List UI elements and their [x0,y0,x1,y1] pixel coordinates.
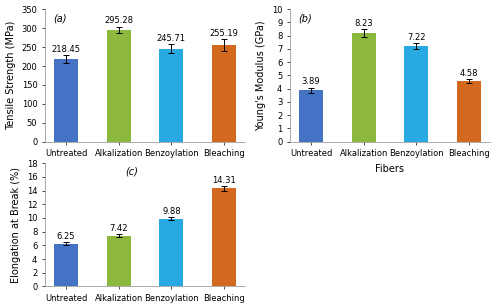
Text: 14.31: 14.31 [212,176,236,185]
X-axis label: Fibers: Fibers [376,164,404,174]
Text: 3.89: 3.89 [302,77,320,87]
Bar [212,45,236,142]
Bar [457,81,481,142]
Bar [54,244,78,286]
Y-axis label: Elongation at Break (%): Elongation at Break (%) [11,167,21,283]
X-axis label: RA fibers: RA fibers [123,164,167,174]
Y-axis label: Tensile Strength (MPa): Tensile Strength (MPa) [6,21,16,130]
Text: 8.23: 8.23 [354,19,373,28]
Text: 7.42: 7.42 [110,224,128,233]
Bar [107,30,130,142]
Bar [107,236,130,286]
Text: 245.71: 245.71 [157,34,186,43]
Bar [160,49,183,142]
Text: (c): (c) [125,167,138,177]
Bar [352,33,376,142]
Bar [160,219,183,286]
Text: 255.19: 255.19 [210,29,238,38]
Text: 4.58: 4.58 [460,69,478,78]
Bar [299,90,323,142]
Text: 6.25: 6.25 [56,232,75,241]
Text: 9.88: 9.88 [162,207,180,217]
Text: 295.28: 295.28 [104,16,133,25]
Bar [404,46,428,142]
Bar [212,188,236,286]
Text: (b): (b) [298,13,312,23]
Text: 218.45: 218.45 [52,45,80,54]
Text: (a): (a) [53,13,66,23]
Text: 7.22: 7.22 [407,33,426,42]
Bar [54,59,78,142]
Y-axis label: Young's Modulus (GPa): Young's Modulus (GPa) [256,20,266,131]
